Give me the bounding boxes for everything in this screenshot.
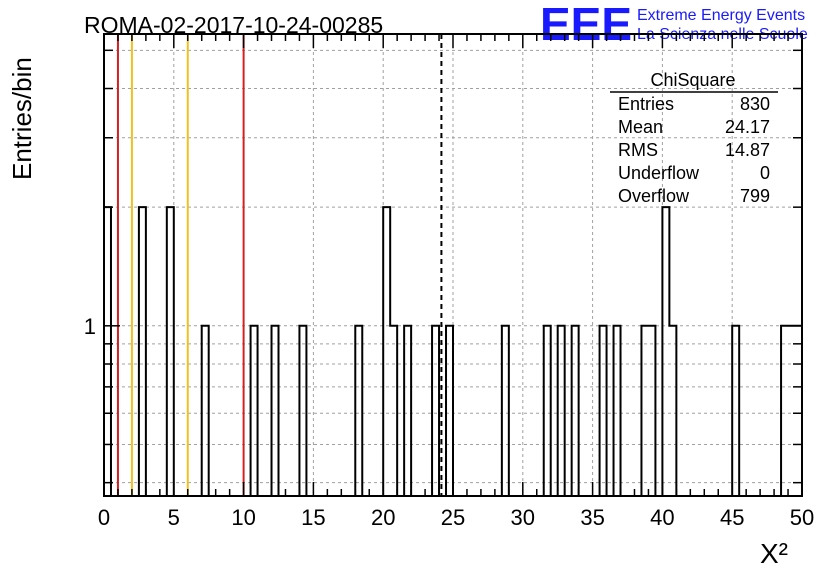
histogram-bin — [272, 326, 279, 496]
stats-label: RMS — [618, 140, 658, 160]
y-axis-title: Entries/bin — [7, 57, 37, 180]
histogram-bin — [446, 326, 453, 496]
histogram-bin — [669, 326, 676, 496]
axes: 0 5 10 15 20 25 30 35 40 45 50 1 — [84, 33, 814, 530]
x-tick-label: 15 — [301, 505, 325, 530]
marker-lines — [116, 34, 443, 496]
x-tick-label: 5 — [168, 505, 180, 530]
x-tick-label: 30 — [511, 505, 535, 530]
histogram-bin — [299, 326, 306, 496]
y-tick-label: 1 — [84, 314, 96, 339]
histogram-bin — [502, 326, 509, 496]
stats-value: 0 — [760, 163, 770, 183]
histogram-bin — [167, 207, 174, 496]
histogram-bin — [600, 326, 607, 496]
x-tick-label: 50 — [790, 505, 814, 530]
histogram-bin — [104, 207, 111, 496]
stats-label: Overflow — [618, 186, 690, 206]
histogram-bin — [355, 326, 362, 496]
stats-value: 24.17 — [725, 117, 770, 137]
stats-title: ChiSquare — [650, 70, 735, 90]
histogram-bin — [139, 207, 146, 496]
stats-value: 830 — [740, 94, 770, 114]
histogram-bin — [383, 207, 390, 496]
histogram-bin — [544, 326, 551, 496]
x-axis-title: X² — [760, 538, 788, 569]
x-tick-label: 45 — [720, 505, 744, 530]
x-tick-label: 10 — [231, 505, 255, 530]
histogram-bin — [788, 326, 795, 496]
x-tick-label: 35 — [580, 505, 604, 530]
histogram-bin — [404, 326, 411, 496]
histogram-bin — [390, 326, 397, 496]
x-tick-label: 25 — [441, 505, 465, 530]
logo-line-1: Extreme Energy Events — [637, 7, 805, 24]
histogram-bin — [781, 326, 788, 496]
histogram-bin — [641, 326, 648, 496]
histogram-bin — [732, 326, 739, 496]
histogram-bin — [795, 326, 802, 496]
x-tick-label: 0 — [98, 505, 110, 530]
histogram-bin — [202, 326, 209, 496]
stats-label: Underflow — [618, 163, 700, 183]
histogram-bin — [662, 207, 669, 496]
eee-logo: EEE Extreme Energy Events La Scienza nel… — [540, 0, 808, 50]
stats-value: 799 — [740, 186, 770, 206]
histogram-bin — [432, 326, 439, 496]
histogram-bin — [572, 326, 579, 496]
histogram-bin — [614, 326, 621, 496]
stats-label: Mean — [618, 117, 663, 137]
histogram-bin — [648, 326, 655, 496]
x-tick-label: 40 — [650, 505, 674, 530]
histogram-bin — [251, 326, 258, 496]
stats-label: Entries — [618, 94, 674, 114]
stats-box: ChiSquare Entries 830 Mean 24.17 RMS 14.87 Und… — [610, 70, 778, 206]
logo-mark: EEE — [540, 0, 632, 50]
stats-value: 14.87 — [725, 140, 770, 160]
histogram-bin — [558, 326, 565, 496]
x-tick-label: 20 — [371, 505, 395, 530]
